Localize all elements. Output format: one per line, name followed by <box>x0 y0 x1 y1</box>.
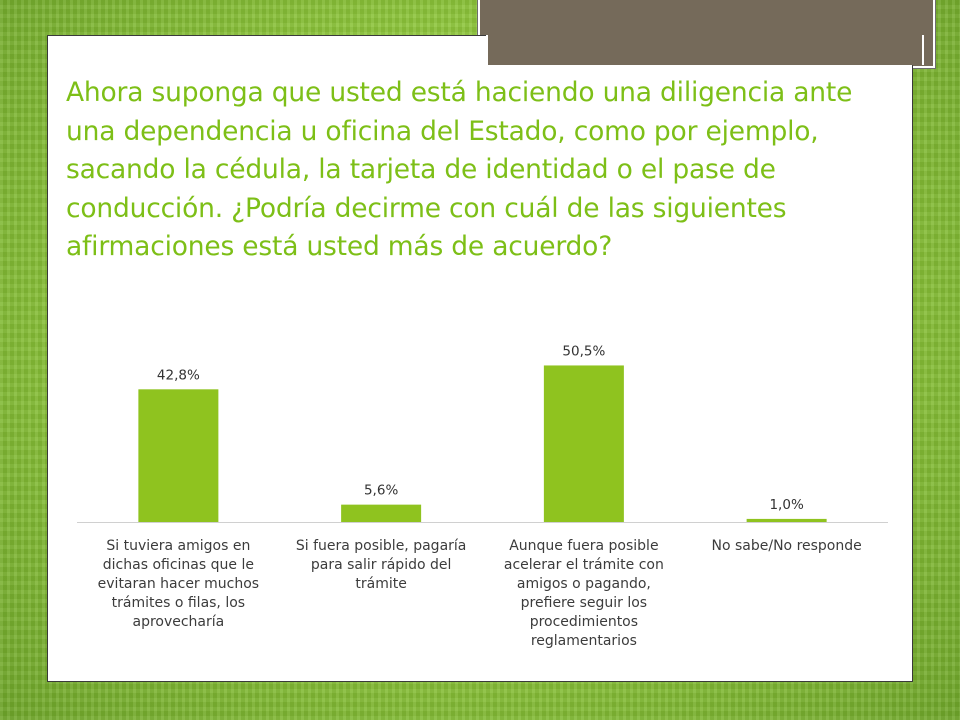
decorative-tab-overlap <box>486 35 924 65</box>
category-label-4: No sabe/No responde <box>711 538 862 554</box>
bar-group <box>138 365 827 522</box>
category-label-2: Si fuera posible, pagaría para salir ráp… <box>295 538 467 592</box>
bar-3 <box>543 365 624 522</box>
data-label-3: 50,5% <box>562 343 605 359</box>
slide-panel <box>47 35 913 682</box>
data-label-group: 42,8% 5,6% 50,5% 1,0% <box>157 343 804 512</box>
category-label-3: Aunque fuera posible acelerar el trámite… <box>503 538 664 649</box>
data-label-4: 1,0% <box>769 497 803 513</box>
slide-title: Ahora suponga que usted está haciendo un… <box>66 77 853 262</box>
category-label-1: Si tuviera amigos en dichas oficinas que… <box>97 538 260 630</box>
data-label-2: 5,6% <box>364 483 398 499</box>
data-label-1: 42,8% <box>157 367 200 383</box>
bar-2 <box>341 504 422 522</box>
bar-1 <box>138 389 219 522</box>
bar-4 <box>746 518 827 522</box>
